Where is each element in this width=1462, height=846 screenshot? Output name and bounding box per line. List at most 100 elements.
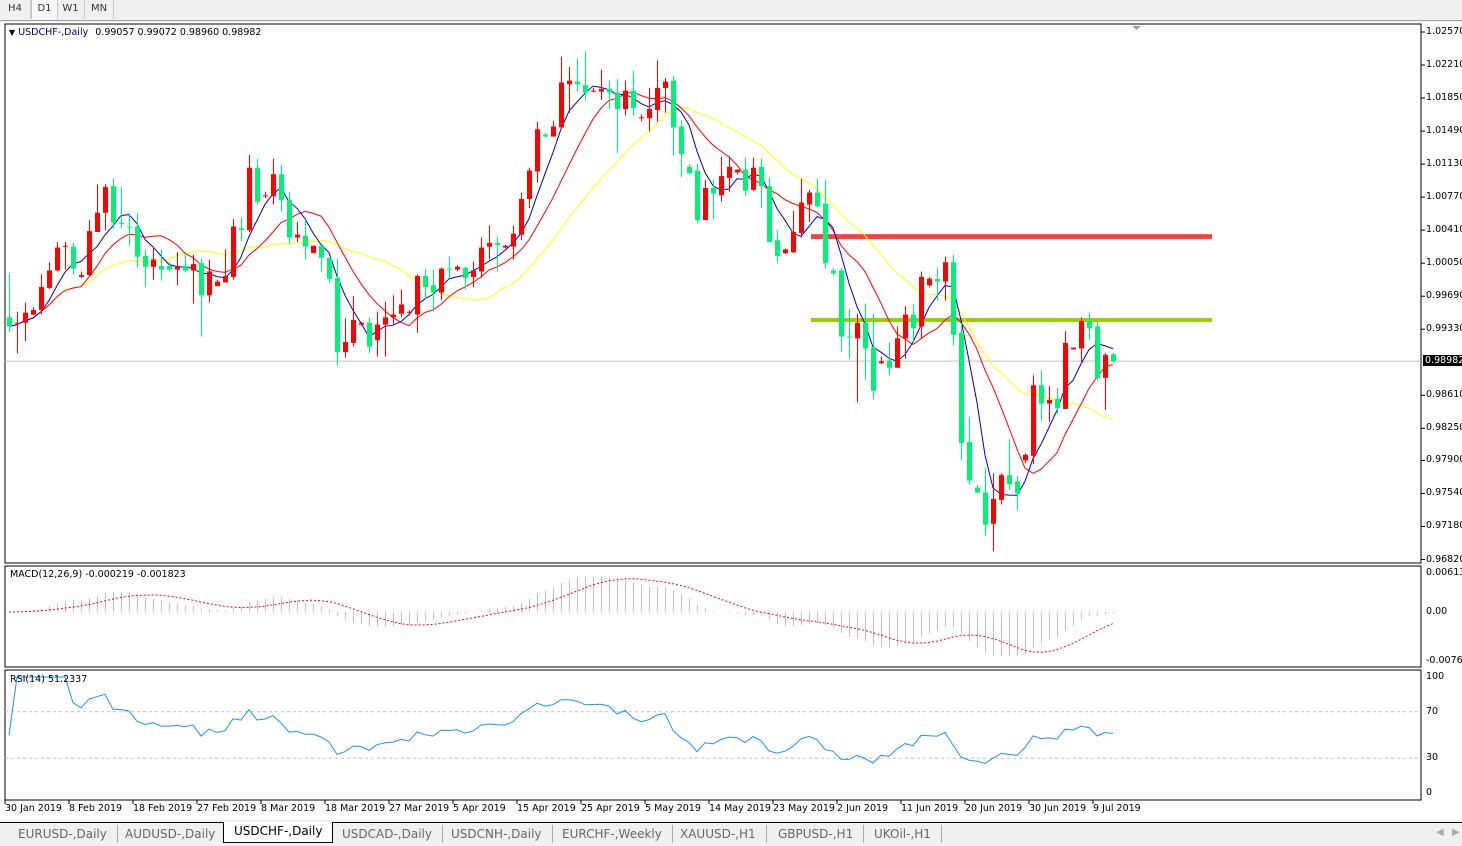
candle-body bbox=[143, 255, 148, 267]
candle-body bbox=[231, 226, 236, 277]
date-tick-label: 30 Jun 2019 bbox=[1029, 803, 1087, 814]
candle-body bbox=[935, 278, 940, 282]
candle-body bbox=[159, 265, 164, 270]
candle-body bbox=[615, 92, 620, 110]
main-pane bbox=[4, 23, 1422, 564]
tab-usdcnh-daily[interactable]: USDCNH-,Daily bbox=[441, 825, 553, 843]
candle-body bbox=[63, 245, 68, 247]
candle-body bbox=[903, 314, 908, 339]
candle-body bbox=[271, 174, 276, 197]
candle-body bbox=[31, 309, 36, 315]
tab-xauusd-h1[interactable]: XAUUSD-,H1 bbox=[670, 825, 767, 843]
tab-usdcad-daily[interactable]: USDCAD-,Daily bbox=[332, 825, 443, 843]
price-tick-label: 0.99690 bbox=[1426, 290, 1462, 302]
candle-body bbox=[1063, 342, 1068, 410]
candle-body bbox=[1031, 385, 1036, 456]
date-tick-label: 8 Feb 2019 bbox=[69, 803, 123, 814]
rsi-pane bbox=[4, 669, 1422, 801]
chart-window[interactable] bbox=[0, 22, 1462, 820]
timeframe-d1-button[interactable]: D1 bbox=[31, 0, 58, 19]
macd-header: MACD(12,26,9) -0.000219 -0.001823 bbox=[10, 569, 186, 580]
tab-gbpusd-h1[interactable]: GBPUSD-,H1 bbox=[768, 825, 865, 843]
candle-body bbox=[727, 166, 732, 178]
candle-body bbox=[639, 117, 644, 119]
candle-body bbox=[199, 263, 204, 296]
candle-body bbox=[719, 176, 724, 196]
candle-body bbox=[503, 245, 508, 248]
date-tick-label: 18 Mar 2019 bbox=[325, 803, 386, 814]
candle-body bbox=[311, 245, 316, 254]
scroll-left-icon[interactable]: ◀ bbox=[1436, 827, 1444, 838]
candle-body bbox=[1103, 354, 1108, 378]
candle-body bbox=[999, 475, 1004, 500]
price-tick-label: 1.00410 bbox=[1426, 224, 1462, 236]
candle-body bbox=[919, 276, 924, 327]
date-tick-label: 20 Jun 2019 bbox=[965, 803, 1023, 814]
tab-audusd-daily[interactable]: AUDUSD-,Daily bbox=[115, 825, 227, 843]
candle-body bbox=[735, 169, 740, 173]
candle-body bbox=[535, 129, 540, 172]
date-tick-label: 30 Jan 2019 bbox=[5, 803, 62, 814]
candle-body bbox=[279, 174, 284, 200]
tab-ukoil-h1[interactable]: UKOil-,H1 bbox=[864, 825, 942, 843]
candle-body bbox=[863, 322, 868, 349]
price-tick-label: 1.00050 bbox=[1426, 257, 1462, 269]
date-tick-label: 25 Apr 2019 bbox=[581, 803, 640, 814]
date-tick-label: 9 Jul 2019 bbox=[1093, 803, 1141, 814]
candle-body bbox=[791, 231, 796, 253]
price-tick-label: 1.01850 bbox=[1426, 92, 1462, 104]
candle-body bbox=[1087, 320, 1092, 329]
candle-body bbox=[191, 264, 196, 271]
candle-body bbox=[151, 259, 156, 267]
candle-body bbox=[223, 276, 228, 283]
tab-eurchf-weekly[interactable]: EURCHF-,Weekly bbox=[552, 825, 673, 843]
scroll-right-icon[interactable]: ▶ bbox=[1452, 827, 1460, 838]
date-tick-label: 14 May 2019 bbox=[709, 803, 771, 814]
candle-body bbox=[815, 192, 820, 207]
collapse-triangle-icon[interactable]: ▼ bbox=[9, 28, 16, 37]
candle-body bbox=[1039, 385, 1044, 404]
candle-body bbox=[767, 186, 772, 243]
candle-body bbox=[15, 322, 20, 324]
candle-body bbox=[975, 487, 980, 493]
candle-body bbox=[783, 249, 788, 254]
candle-body bbox=[463, 267, 468, 278]
price-tick-label: 1.02570 bbox=[1426, 26, 1462, 37]
candle-body bbox=[823, 203, 828, 264]
candle-body bbox=[655, 87, 660, 110]
rsi-tick-label: 30 bbox=[1426, 752, 1439, 764]
timeframe-h4-button[interactable]: H4 bbox=[0, 0, 31, 19]
macd-signal-line bbox=[8, 578, 1114, 653]
candle-body bbox=[1047, 399, 1052, 404]
tab-usdchf-daily[interactable]: USDCHF-,Daily bbox=[223, 822, 334, 843]
moving-average-fast bbox=[8, 85, 1114, 496]
candle-body bbox=[527, 170, 532, 199]
candle-body bbox=[687, 166, 692, 174]
candle-body bbox=[255, 167, 260, 202]
candle-body bbox=[263, 195, 268, 197]
timeframe-w1-button[interactable]: W1 bbox=[57, 0, 85, 19]
candle-body bbox=[343, 342, 348, 353]
candle-body bbox=[679, 126, 684, 155]
candle-body bbox=[1015, 481, 1020, 494]
candle-body bbox=[375, 324, 380, 341]
candle-body bbox=[287, 199, 292, 238]
tab-eurusd-daily[interactable]: EURUSD-,Daily bbox=[8, 825, 118, 843]
candle-body bbox=[303, 235, 308, 247]
candle-body bbox=[495, 243, 500, 245]
date-tick-label: 23 May 2019 bbox=[773, 803, 835, 814]
symbol-label: USDCHF-,Daily bbox=[18, 27, 89, 38]
candle-body bbox=[71, 246, 76, 269]
moving-average-mid bbox=[8, 91, 1114, 474]
rsi-tick-label: 0 bbox=[1426, 787, 1433, 798]
candle-body bbox=[599, 88, 604, 92]
candle-body bbox=[847, 336, 852, 338]
timeframe-mn-button[interactable]: MN bbox=[85, 0, 114, 19]
date-tick-label: 8 Mar 2019 bbox=[261, 803, 316, 814]
current-price-label: 0.98982 bbox=[1423, 355, 1462, 367]
candle-body bbox=[959, 332, 964, 443]
moving-average-slow bbox=[8, 107, 1114, 420]
candle-body bbox=[39, 287, 44, 310]
